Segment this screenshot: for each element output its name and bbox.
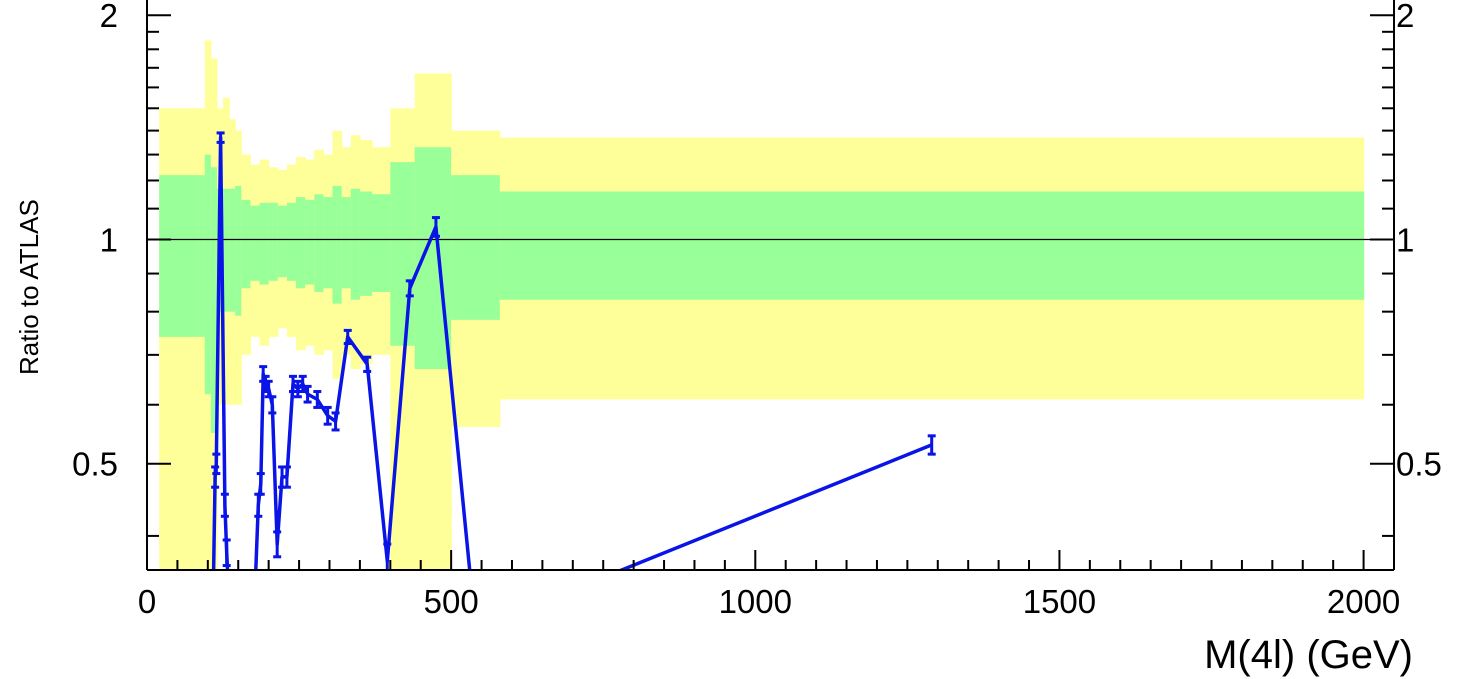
inner-band-segment (333, 186, 343, 304)
inner-band-segment (305, 200, 315, 285)
inner-band-segment (342, 197, 352, 288)
inner-band-segment (296, 197, 306, 288)
data-point (254, 494, 262, 516)
data-point (223, 540, 231, 566)
data-point (221, 494, 229, 516)
x-tick-label: 1000 (719, 583, 792, 620)
inner-band-segment (351, 189, 361, 300)
data-point (273, 532, 281, 557)
x-tick-label: 500 (424, 583, 479, 620)
y-tick-label-right: 2 (1396, 0, 1414, 34)
inner-band-segment (390, 162, 415, 346)
inner-band-segment (241, 200, 251, 288)
data-point (257, 474, 265, 495)
y-tick-label-right: 0.5 (1396, 446, 1442, 483)
inner-band-segment (323, 197, 333, 288)
inner-band-segment (229, 189, 236, 312)
inner-band-segment (250, 206, 260, 281)
inner-band-segment (205, 155, 212, 395)
x-tick-label: 1500 (1023, 583, 1096, 620)
x-tick-label: 0 (138, 583, 156, 620)
y-axis-title: Ratio to ATLAS (14, 199, 44, 375)
inner-band-segment (287, 203, 297, 281)
inner-band-segment (500, 191, 1364, 299)
x-axis-title: M(4l) (GeV) (1204, 633, 1413, 677)
y-tick-label-right: 1 (1396, 221, 1414, 258)
uncertainty-bands (159, 40, 1364, 629)
inner-band-segment (278, 206, 288, 277)
data-point (289, 376, 297, 391)
inner-band-segment (360, 191, 373, 295)
x-tick-label: 2000 (1327, 583, 1400, 620)
inner-band-segment (199, 175, 206, 337)
inner-band-segment (260, 203, 270, 285)
inner-band-segment (314, 194, 324, 292)
inner-band-segment (451, 175, 500, 320)
y-tick-label-left: 0.5 (72, 446, 118, 483)
inner-band-segment (159, 175, 199, 337)
y-tick-label-left: 1 (100, 221, 118, 258)
inner-band-segment (269, 203, 279, 281)
y-tick-label-left: 2 (100, 0, 118, 34)
inner-band-segment (235, 186, 242, 316)
inner-band-segment (372, 194, 391, 292)
data-point (332, 413, 340, 430)
